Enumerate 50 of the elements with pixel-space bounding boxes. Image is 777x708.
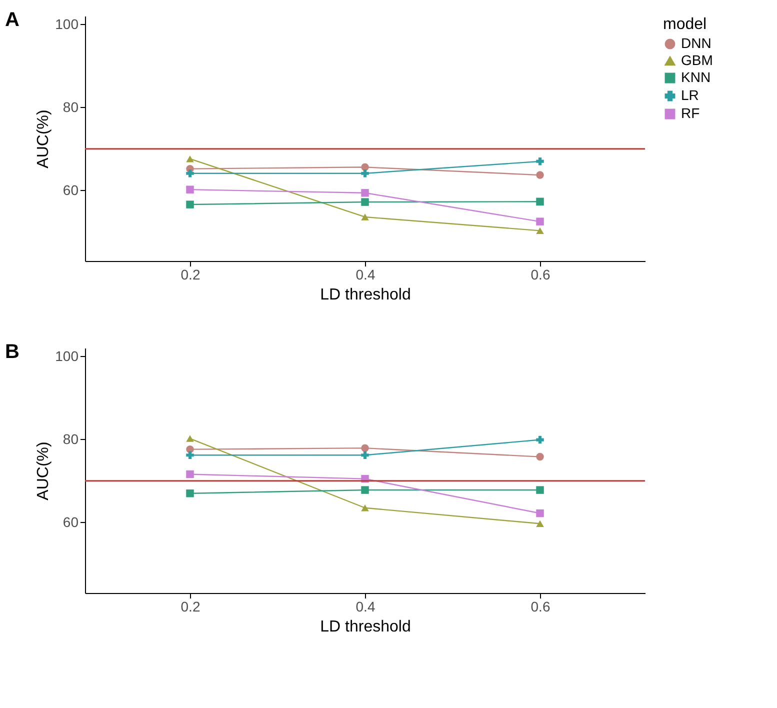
point — [186, 170, 194, 178]
legend-label: RF — [681, 105, 700, 121]
point — [361, 504, 369, 512]
point — [361, 170, 369, 178]
y-axis-title: AUC(%) — [35, 442, 52, 500]
x-tick-label: 0.6 — [530, 598, 550, 614]
point — [186, 489, 194, 498]
point — [536, 486, 544, 494]
point — [536, 509, 544, 518]
y-tick-label: 100 — [55, 348, 79, 364]
legend-label: DNN — [681, 35, 712, 51]
y-axis-title: AUC(%) — [35, 110, 52, 168]
chart-title: A — [5, 9, 20, 31]
point — [536, 198, 544, 206]
point — [361, 198, 369, 206]
point — [536, 227, 544, 234]
point — [361, 451, 369, 460]
x-tick-label: 0.2 — [180, 266, 200, 282]
chart-title: B — [5, 341, 20, 363]
legend-label: GBM — [681, 52, 713, 68]
y-tick-label: 80 — [62, 98, 79, 115]
x-tick-label: 0.4 — [356, 598, 376, 614]
y-tick-label: 60 — [62, 514, 79, 530]
point — [361, 214, 369, 220]
legend-label: KNN — [681, 69, 711, 85]
x-axis-title: LD threshold — [320, 618, 411, 636]
point — [186, 155, 194, 162]
point — [536, 436, 544, 444]
point — [536, 218, 544, 226]
point — [186, 470, 194, 478]
y-tick-label: 80 — [62, 430, 79, 447]
x-axis-title: LD threshold — [320, 286, 411, 304]
y-tick-label: 60 — [62, 182, 79, 198]
legend-title: model — [663, 16, 707, 33]
point — [536, 520, 544, 528]
point — [536, 171, 544, 179]
legend-label: LR — [681, 87, 699, 103]
x-tick-label: 0.6 — [530, 266, 550, 282]
x-tick-label: 0.2 — [180, 598, 200, 614]
point — [361, 486, 369, 494]
point — [186, 200, 194, 208]
point — [186, 186, 194, 194]
point — [186, 451, 194, 460]
point — [536, 452, 544, 461]
point — [186, 435, 194, 442]
point — [361, 444, 369, 452]
y-tick-label: 100 — [55, 16, 79, 32]
x-tick-label: 0.4 — [356, 266, 376, 282]
point — [536, 157, 544, 166]
point — [361, 189, 369, 197]
